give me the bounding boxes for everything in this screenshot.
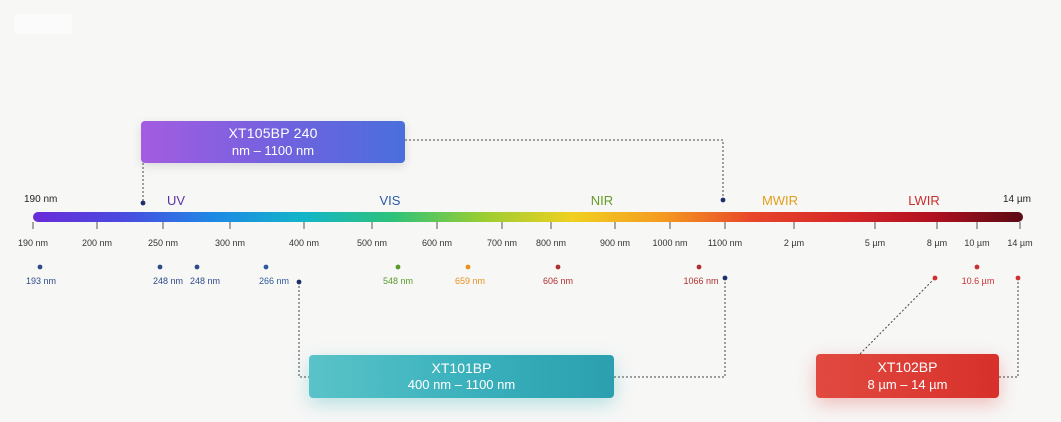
xt101bp-title: XT101BP bbox=[431, 359, 492, 376]
connector-line bbox=[999, 278, 1019, 378]
marker-label: 606 nm bbox=[543, 276, 573, 286]
xt101bp-box: XT101BP 400 nm – 1100 nm bbox=[309, 355, 614, 398]
tick-label: 500 nm bbox=[357, 238, 387, 248]
connector-line bbox=[614, 278, 726, 378]
tick-label: 250 nm bbox=[148, 238, 178, 248]
connector-dot bbox=[720, 197, 726, 203]
region-label: MWIR bbox=[762, 193, 798, 208]
connector-dot bbox=[140, 200, 146, 206]
xt102bp-title: XT102BP bbox=[877, 359, 938, 376]
marker-label: 10.6 µm bbox=[962, 276, 995, 286]
spectrum-bar bbox=[33, 212, 1023, 222]
connector-dot bbox=[932, 275, 938, 281]
xt105bp-box: XT105BP 240 nm – 1100 nm bbox=[141, 121, 405, 163]
tick-label: 190 nm bbox=[18, 238, 48, 248]
xt105bp-range: nm – 1100 nm bbox=[231, 142, 315, 158]
marker-dot bbox=[263, 264, 269, 270]
tick-label: 900 nm bbox=[600, 238, 630, 248]
marker-dot bbox=[194, 264, 200, 270]
connector-line bbox=[298, 282, 309, 378]
marker-label: 266 nm bbox=[259, 276, 289, 286]
tick-label: 700 nm bbox=[487, 238, 517, 248]
marker-dot bbox=[974, 264, 980, 270]
tick-group: 190 nm 200 nm 250 nm 300 nm 400 nm 500 nm 600 … bbox=[18, 222, 1033, 248]
marker-dot bbox=[395, 264, 401, 270]
connector-dot bbox=[722, 275, 728, 281]
connector-line bbox=[405, 139, 724, 200]
region-labels: UV VIS NIR MWIR LWIR bbox=[167, 193, 940, 208]
tick-label: 5 µm bbox=[865, 238, 885, 248]
region-label: NIR bbox=[591, 193, 613, 208]
tick-label: 600 nm bbox=[422, 238, 452, 248]
marker-dot bbox=[465, 264, 471, 270]
region-label: VIS bbox=[380, 193, 401, 208]
watermark bbox=[14, 14, 72, 34]
marker-dot bbox=[37, 264, 43, 270]
end-label-right: 14 µm bbox=[1003, 194, 1031, 205]
marker-group: 193 nm 248 nm 248 nm 266 nm 548 nm 659 nm 606 … bbox=[26, 264, 995, 286]
tick-label: 200 nm bbox=[82, 238, 112, 248]
marker-dot bbox=[555, 264, 561, 270]
region-label: UV bbox=[167, 193, 185, 208]
tick-label: 400 nm bbox=[289, 238, 319, 248]
connector-dot bbox=[296, 279, 302, 285]
tick-label: 300 nm bbox=[215, 238, 245, 248]
marker-label: 1066 nm bbox=[683, 276, 718, 286]
tick-label: 2 µm bbox=[784, 238, 804, 248]
tick-label: 14 µm bbox=[1007, 238, 1032, 248]
xt105bp-title: XT105BP 240 bbox=[228, 125, 318, 142]
connector-line bbox=[859, 277, 936, 355]
tick-label: 1100 nm bbox=[708, 238, 742, 248]
marker-label: 193 nm bbox=[26, 276, 56, 286]
marker-label: 659 nm bbox=[455, 276, 485, 286]
marker-label: 248 nm bbox=[190, 276, 220, 286]
xt102bp-range: 8 µm – 14 µm bbox=[867, 376, 948, 392]
marker-label: 248 nm bbox=[153, 276, 183, 286]
tick-label: 800 nm bbox=[536, 238, 566, 248]
connector-lines bbox=[140, 139, 1021, 378]
tick-label: 8 µm bbox=[927, 238, 947, 248]
marker-label: 548 nm bbox=[383, 276, 413, 286]
tick-label: 1000 nm bbox=[652, 238, 687, 248]
xt101bp-range: 400 nm – 1100 nm bbox=[407, 377, 516, 393]
region-label: LWIR bbox=[908, 193, 940, 208]
marker-dot bbox=[696, 264, 702, 270]
marker-dot bbox=[157, 264, 163, 270]
xt102bp-box: XT102BP 8 µm – 14 µm bbox=[816, 354, 999, 398]
tick-label: 10 µm bbox=[964, 238, 989, 248]
connector-dot bbox=[1015, 275, 1021, 281]
end-label-left: 190 nm bbox=[24, 194, 57, 205]
